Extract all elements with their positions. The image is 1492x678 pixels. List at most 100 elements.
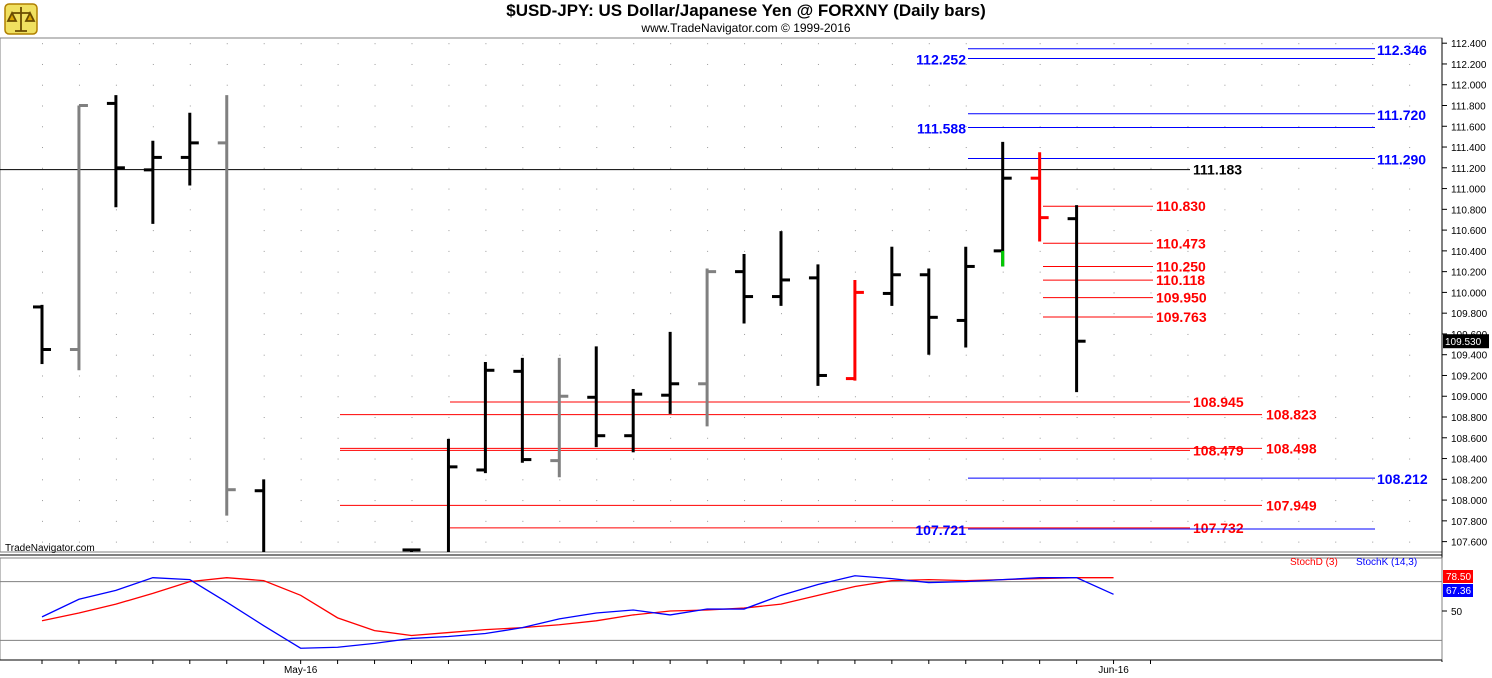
grid-dot [78, 437, 80, 439]
grid-dot [1076, 188, 1078, 190]
y-tick-label: 110.200 [1451, 268, 1487, 279]
grid-dot [337, 230, 339, 232]
grid-dot [1039, 250, 1041, 252]
ohlc-bar [446, 438, 458, 552]
level-label: 110.473 [1156, 235, 1206, 251]
grid-dot [891, 230, 893, 232]
grid-dot [1002, 541, 1004, 543]
grid-dot [1187, 437, 1189, 439]
grid-dot [817, 105, 819, 107]
grid-dot [1409, 230, 1411, 232]
grid-dot [854, 396, 856, 398]
grid-dot [744, 147, 746, 149]
level-label: 107.732 [1193, 520, 1244, 536]
grid-dot [781, 43, 782, 45]
grid-dot [744, 417, 746, 419]
grid-dot [965, 43, 967, 45]
grid-dot [596, 63, 598, 65]
stoch-last-label: 78.50 [1446, 572, 1471, 583]
y-tick-label: 112.000 [1451, 81, 1487, 92]
grid-dot [1335, 541, 1337, 543]
grid-dot [522, 333, 524, 335]
grid-dot [411, 250, 413, 252]
grid-dot [1409, 147, 1411, 149]
grid-dot [522, 105, 524, 107]
grid-dot [1298, 188, 1300, 190]
grid-dot [1150, 271, 1152, 273]
grid-dot [115, 396, 117, 398]
grid-dot [670, 126, 672, 128]
grid-dot [263, 271, 265, 273]
grid-dot [115, 375, 117, 377]
grid-dot [1261, 126, 1263, 128]
grid-dot [1298, 313, 1300, 315]
y-tick-label: 107.600 [1451, 538, 1488, 549]
grid-dot [263, 396, 265, 398]
grid-dot [781, 333, 782, 335]
grid-dot [1150, 63, 1152, 65]
grid-dot [596, 209, 598, 211]
grid-dot [1150, 292, 1152, 294]
grid-dot [42, 230, 43, 232]
grid-dot [1076, 479, 1078, 481]
grid-dot [1372, 520, 1374, 522]
price-plot-area [0, 37, 1443, 553]
grid-dot [448, 375, 450, 377]
grid-dot [1002, 458, 1004, 460]
grid-dot [1224, 520, 1226, 522]
grid-dot [817, 479, 819, 481]
grid-dot [744, 479, 746, 481]
grid-dot [152, 63, 154, 65]
grid-dot [596, 230, 598, 232]
grid-dot [374, 209, 376, 211]
grid-dot [1187, 541, 1189, 543]
stoch-line [41, 575, 1114, 649]
grid-dot [1298, 479, 1300, 481]
x-tick-label: Jun-16 [1098, 665, 1129, 676]
grid-dot [42, 250, 43, 252]
grid-dot [965, 520, 967, 522]
grid-dot [1187, 43, 1189, 45]
grid-dot [1113, 333, 1115, 335]
y-tick-label: 108.200 [1451, 475, 1488, 486]
grid-dot [1298, 520, 1300, 522]
grid-dot [1076, 541, 1078, 543]
grid-dot [1409, 188, 1411, 190]
grid-dot [1187, 63, 1189, 65]
stoch-tick-label: 50 [1451, 607, 1463, 618]
grid-dot [817, 541, 819, 543]
grid-dot [633, 313, 635, 315]
grid-dot [928, 354, 930, 356]
grid-dot [337, 396, 339, 398]
grid-dot [1261, 167, 1263, 169]
grid-dot [1113, 63, 1115, 65]
grid-dot [707, 541, 709, 543]
grid-dot [1335, 209, 1337, 211]
grid-dot [1298, 292, 1300, 294]
grid-dot [42, 520, 43, 522]
grid-dot [891, 209, 893, 211]
grid-dot [189, 271, 191, 273]
grid-dot [1039, 84, 1041, 86]
grid-dot [152, 333, 154, 335]
grid-dot [633, 147, 635, 149]
grid-dot [1076, 43, 1078, 45]
grid-dot [744, 541, 746, 543]
level-label: 112.252 [916, 52, 966, 68]
grid-dot [1335, 230, 1337, 232]
grid-dot [1372, 230, 1374, 232]
grid-dot [1335, 458, 1337, 460]
grid-dot [1409, 541, 1411, 543]
grid-dot [1409, 417, 1411, 419]
grid-dot [1113, 354, 1115, 356]
grid-dot [596, 479, 598, 481]
grid-dot [263, 84, 265, 86]
grid-dot [559, 126, 561, 128]
grid-dot [1113, 147, 1115, 149]
grid-dot [1409, 63, 1411, 65]
grid-dot [42, 126, 43, 128]
grid-dot [522, 230, 524, 232]
grid-dot [337, 126, 339, 128]
grid-dot [1187, 126, 1189, 128]
grid-dot [1335, 479, 1337, 481]
